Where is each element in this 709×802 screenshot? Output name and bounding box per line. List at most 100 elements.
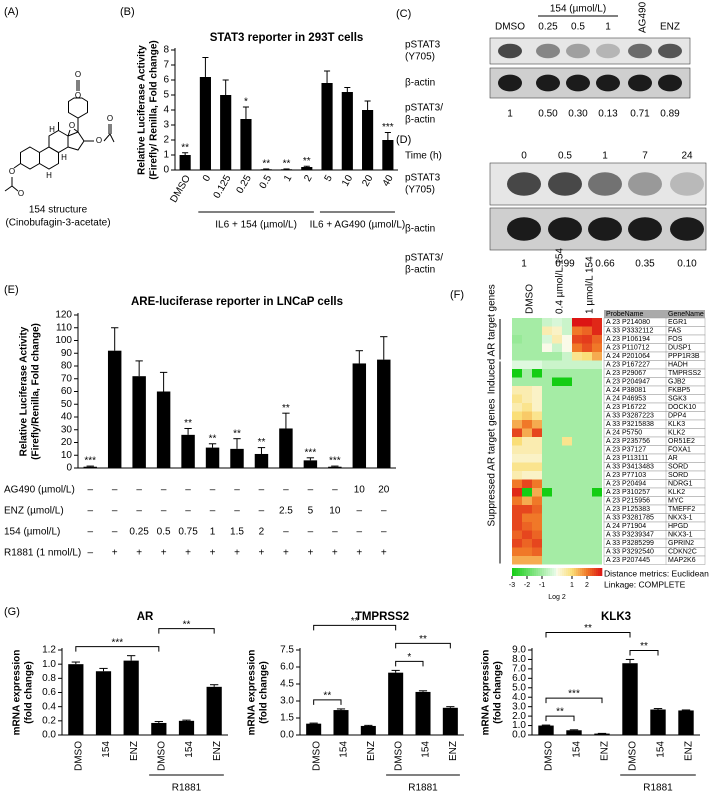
heatmap-cell bbox=[542, 496, 552, 505]
blot-band bbox=[588, 217, 622, 241]
heatmap-cell bbox=[592, 437, 602, 446]
panel-label: (D) bbox=[396, 134, 411, 146]
heatmap-cell bbox=[512, 411, 522, 420]
ring bbox=[68, 97, 88, 119]
heatmap-cell bbox=[592, 513, 602, 522]
heatmap-cell bbox=[572, 539, 582, 548]
significance-bracket bbox=[158, 628, 215, 634]
gene-name: NKX3-1 bbox=[668, 515, 693, 522]
heatmap-cell bbox=[582, 462, 592, 471]
heatmap-cell bbox=[562, 462, 572, 471]
y-tick-label: 2 bbox=[163, 135, 169, 146]
heatmap-cell bbox=[552, 505, 562, 514]
heatmap-cell bbox=[532, 403, 542, 412]
ratio-value: 0.30 bbox=[568, 109, 588, 120]
heatmap-cell bbox=[572, 318, 582, 327]
heatmap-cell bbox=[572, 462, 582, 471]
heatmap-cell bbox=[562, 488, 572, 497]
y-tick-label: 1.0 bbox=[512, 720, 526, 731]
heatmap-cell bbox=[532, 411, 542, 420]
blot-band bbox=[628, 43, 652, 59]
y-tick-label: 30 bbox=[61, 424, 73, 435]
heatmap-cell bbox=[532, 530, 542, 539]
heatmap-cell bbox=[522, 471, 532, 480]
heatmap-cell bbox=[552, 420, 562, 429]
atom: H bbox=[61, 153, 67, 162]
y-tick-label: 7 bbox=[163, 60, 169, 71]
lane-label: 7 bbox=[642, 151, 648, 162]
gene-name: NDRG1 bbox=[668, 481, 693, 488]
bar bbox=[303, 460, 318, 468]
colorbar-segment bbox=[580, 568, 583, 576]
heatmap-cell bbox=[512, 437, 522, 446]
bond bbox=[4, 185, 13, 192]
x-tick-label: DMSO bbox=[393, 741, 404, 771]
probe-name: A 23 P310257 bbox=[606, 489, 650, 496]
heatmap-cell bbox=[562, 352, 572, 361]
condition-cell: – bbox=[381, 506, 387, 517]
heatmap-cell bbox=[522, 462, 532, 471]
lane-label: 24 bbox=[681, 151, 693, 162]
probe-name: A 24 P38081 bbox=[606, 387, 646, 394]
probe-name: A 23 P106194 bbox=[606, 336, 650, 343]
condition-cell: – bbox=[112, 506, 118, 517]
group-label: R1881 bbox=[408, 783, 438, 794]
bar bbox=[206, 686, 222, 735]
heatmap-cell bbox=[532, 369, 542, 378]
heatmap-cell bbox=[542, 411, 552, 420]
heatmap-cell bbox=[522, 360, 532, 369]
heatmap-cell bbox=[592, 386, 602, 395]
x-tick-label: DMSO bbox=[156, 741, 167, 771]
condition-cell: – bbox=[357, 506, 363, 517]
heatmap-cell bbox=[592, 403, 602, 412]
y-tick-label: 1 bbox=[163, 150, 169, 161]
heatmap-cell bbox=[572, 522, 582, 531]
probe-name: A 23 P110712 bbox=[606, 345, 650, 352]
x-tick-label: ENZ bbox=[212, 741, 223, 761]
colorbar-segment bbox=[536, 568, 539, 576]
y-tick-label: 1.0 bbox=[42, 659, 56, 670]
heatmap-cell bbox=[532, 335, 542, 344]
gene-name: EGR1 bbox=[668, 319, 687, 326]
colorbar-segment bbox=[540, 568, 543, 576]
condition-cell: – bbox=[234, 485, 240, 496]
heatmap-cell bbox=[532, 343, 542, 352]
significance-label: ** bbox=[584, 623, 592, 634]
heatmap-cell bbox=[562, 420, 572, 429]
colorbar-tick-label: 1 bbox=[570, 582, 574, 589]
condition-cell: – bbox=[210, 506, 216, 517]
bond bbox=[67, 129, 71, 137]
heatmap-cell bbox=[562, 326, 572, 335]
bar bbox=[442, 707, 458, 735]
blot-row-label: (Y705) bbox=[405, 185, 435, 196]
colorbar-tick-label: -2 bbox=[524, 582, 530, 589]
probe-name: A 23 P37127 bbox=[606, 447, 646, 454]
heatmap-cell bbox=[562, 471, 572, 480]
condition-label: AG490 (µmol/L) bbox=[4, 485, 75, 496]
colorbar-segment bbox=[526, 568, 529, 576]
ratio-value: 0.66 bbox=[595, 259, 615, 270]
bar bbox=[622, 663, 638, 735]
probe-name: A 23 P215956 bbox=[606, 498, 650, 505]
heatmap-cell bbox=[532, 556, 542, 565]
gene-name: NKX3-1 bbox=[668, 532, 693, 539]
heatmap-cell bbox=[572, 471, 582, 480]
colorbar-segment bbox=[518, 568, 521, 576]
atom: O bbox=[69, 121, 75, 130]
heatmap-cell bbox=[522, 411, 532, 420]
y-tick-label: 3 bbox=[163, 120, 169, 131]
ratio-label: pSTAT3/ bbox=[405, 103, 443, 114]
heatmap-cell bbox=[572, 496, 582, 505]
heatmap-cell bbox=[552, 394, 562, 403]
table-header: GeneName bbox=[668, 311, 704, 318]
heatmap-cell bbox=[592, 428, 602, 437]
x-tick-label: ENZ bbox=[684, 741, 695, 761]
significance-label: ** bbox=[640, 641, 648, 652]
atom: H bbox=[46, 171, 52, 180]
heatmap-cell bbox=[542, 386, 552, 395]
condition-cell: – bbox=[161, 506, 167, 517]
y-tick-label: 40 bbox=[61, 412, 73, 423]
significance-label: ** bbox=[351, 616, 359, 627]
atom: O bbox=[18, 189, 24, 198]
heatmap-cell bbox=[542, 539, 552, 548]
